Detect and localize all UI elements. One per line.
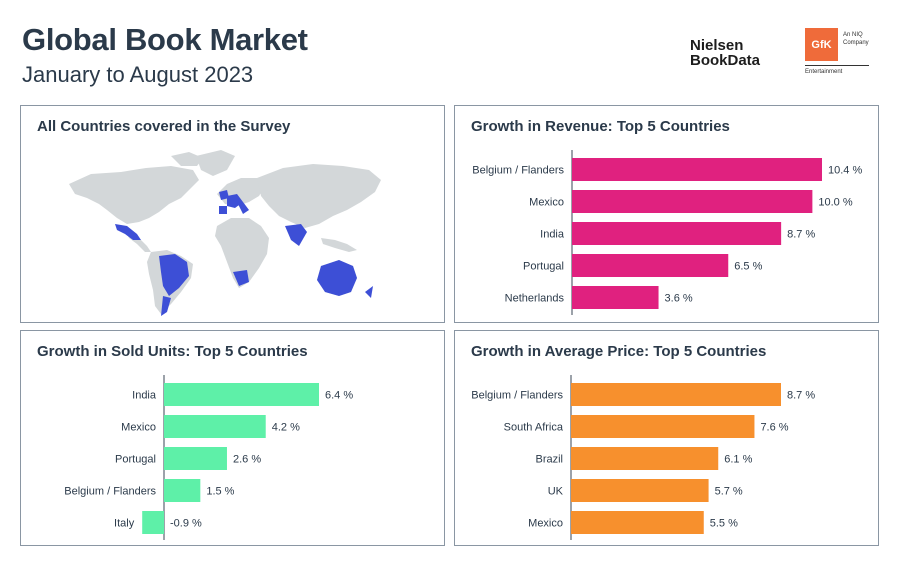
sold-units-bar-chart: India 6.4 % Mexico 4.2 % Portugal 2.6 % Belgiu…: [64, 375, 353, 540]
category-label: Belgium / Flanders: [471, 390, 563, 402]
bar-portugal: [164, 447, 227, 470]
map-uk: [219, 190, 229, 200]
map-south-africa: [233, 270, 249, 286]
sold-units-chart-title: Growth in Sold Units: Top 5 Countries: [37, 343, 308, 360]
map-portugal: [219, 206, 227, 214]
bar-uk: [571, 479, 709, 502]
bar-mexico: [572, 190, 813, 213]
sold-units-chart-panel: Growth in Sold Units: Top 5 Countries In…: [20, 330, 445, 546]
map-new-zealand: [365, 286, 373, 298]
map-panel-title: All Countries covered in the Survey: [37, 118, 291, 135]
bar-india: [572, 222, 782, 245]
category-label: Belgium / Flanders: [472, 165, 564, 177]
category-label: Brazil: [535, 454, 563, 466]
revenue-chart-panel: Growth in Revenue: Top 5 Countries Belgi…: [454, 105, 879, 323]
nielsen-logo-line1: Nielsen: [690, 37, 744, 54]
bar-belgium-flanders: [164, 479, 201, 502]
value-label: 8.7 %: [787, 229, 815, 241]
bar-brazil: [571, 447, 719, 470]
value-label: 6.4 %: [325, 390, 353, 402]
category-label: Italy: [114, 518, 135, 530]
gfk-logo-entertainment: Entertainment: [805, 69, 843, 75]
value-label: 10.0 %: [818, 197, 852, 209]
value-label: 6.1 %: [724, 454, 752, 466]
gfk-logo: GfK: [805, 28, 838, 61]
revenue-bar-chart: Belgium / Flanders 10.4 % Mexico 10.0 % Indi…: [472, 150, 862, 315]
category-label: Mexico: [528, 518, 563, 530]
value-label: 10.4 %: [828, 165, 862, 177]
page-title: Global Book Market: [22, 22, 308, 57]
map-australia: [317, 260, 357, 296]
category-label: India: [540, 229, 565, 241]
category-label: Mexico: [121, 422, 156, 434]
map-panel: All Countries covered in the Survey: [20, 105, 445, 323]
bar-italy: [142, 511, 164, 534]
map-brazil: [159, 254, 189, 296]
value-label: 3.6 %: [665, 293, 693, 305]
category-label: UK: [548, 486, 564, 498]
average-price-chart-panel: Growth in Average Price: Top 5 Countries…: [454, 330, 879, 546]
map-argentina: [161, 296, 171, 316]
revenue-chart-title: Growth in Revenue: Top 5 Countries: [471, 118, 730, 135]
value-label: 1.5 %: [206, 486, 234, 498]
bar-belgium-flanders: [572, 158, 822, 181]
value-label: 2.6 %: [233, 454, 261, 466]
page-subtitle: January to August 2023: [22, 62, 254, 87]
value-label: 4.2 %: [272, 422, 300, 434]
nielsen-bookdata-logo: Nielsen BookData: [690, 38, 760, 68]
gfk-logo-tagline-line2: Company: [843, 40, 869, 46]
world-map: [69, 150, 381, 316]
bar-mexico: [164, 415, 266, 438]
value-label: 5.5 %: [710, 518, 738, 530]
category-label: Portugal: [115, 454, 156, 466]
bar-portugal: [572, 254, 729, 277]
bar-netherlands: [572, 286, 659, 309]
category-label: Portugal: [523, 261, 564, 273]
value-label: 8.7 %: [787, 390, 815, 402]
category-label: India: [132, 390, 157, 402]
category-label: Belgium / Flanders: [64, 486, 156, 498]
category-label: South Africa: [504, 422, 564, 434]
category-label: Netherlands: [505, 293, 565, 305]
bar-belgium-flanders: [571, 383, 781, 406]
gfk-logo-tagline-line1: An NIQ: [843, 32, 863, 38]
category-label: Mexico: [529, 197, 564, 209]
bar-south-africa: [571, 415, 755, 438]
logo-divider: [805, 65, 869, 66]
gfk-logo-tagline: An NIQ Company: [843, 31, 869, 47]
value-label: -0.9 %: [170, 518, 202, 530]
value-label: 6.5 %: [734, 261, 762, 273]
map-italy: [237, 202, 249, 214]
average-price-chart-title: Growth in Average Price: Top 5 Countries: [471, 343, 767, 360]
average-price-bar-chart: Belgium / Flanders 8.7 % South Africa 7.6 %…: [471, 375, 815, 540]
value-label: 7.6 %: [760, 422, 788, 434]
value-label: 5.7 %: [715, 486, 743, 498]
bar-mexico: [571, 511, 704, 534]
map-highlighted-countries: [115, 190, 373, 316]
map-india: [285, 224, 307, 246]
map-mexico: [115, 224, 141, 240]
bar-india: [164, 383, 319, 406]
nielsen-logo-line2: BookData: [690, 52, 761, 69]
